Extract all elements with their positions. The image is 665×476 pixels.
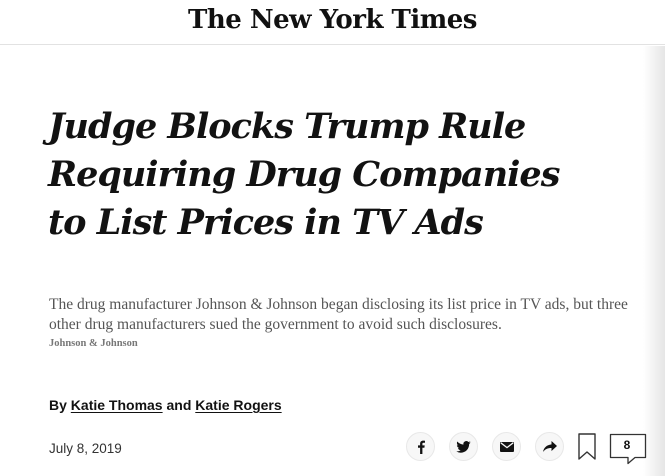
comment-count: 8 xyxy=(623,438,631,452)
image-caption: The drug manufacturer Johnson & Johnson … xyxy=(49,296,628,333)
author-link[interactable]: Katie Rogers xyxy=(195,397,282,413)
facebook-icon xyxy=(417,440,425,454)
bookmark-icon[interactable] xyxy=(578,433,596,460)
masthead: The New York Times xyxy=(0,0,665,45)
facebook-share-button[interactable] xyxy=(406,432,435,461)
headline-line: to List Prices in TV Ads xyxy=(48,202,484,243)
nyt-logo[interactable]: The New York Times xyxy=(188,5,477,35)
more-share-icon xyxy=(542,440,557,452)
twitter-share-button[interactable] xyxy=(449,432,478,461)
side-panel-shadow xyxy=(643,46,665,476)
headline-line: Requiring Drug Companies xyxy=(48,154,560,195)
byline-prefix: By xyxy=(49,397,67,413)
email-icon xyxy=(499,441,514,452)
byline: By Katie Thomas and Katie Rogers xyxy=(49,397,282,413)
byline-conjunction: and xyxy=(166,397,192,413)
comments-button[interactable]: 8 xyxy=(609,433,647,465)
twitter-icon xyxy=(456,440,471,453)
publish-date: July 8, 2019 xyxy=(49,441,122,456)
more-share-button[interactable] xyxy=(535,432,564,461)
article-headline: Judge Blocks Trump Rule Requiring Drug C… xyxy=(48,103,568,247)
comment-icon xyxy=(609,433,647,465)
email-share-button[interactable] xyxy=(492,432,521,461)
author-link[interactable]: Katie Thomas xyxy=(70,397,163,413)
photo-credit: Johnson & Johnson xyxy=(49,338,138,349)
headline-line: Judge Blocks Trump Rule xyxy=(48,106,526,147)
